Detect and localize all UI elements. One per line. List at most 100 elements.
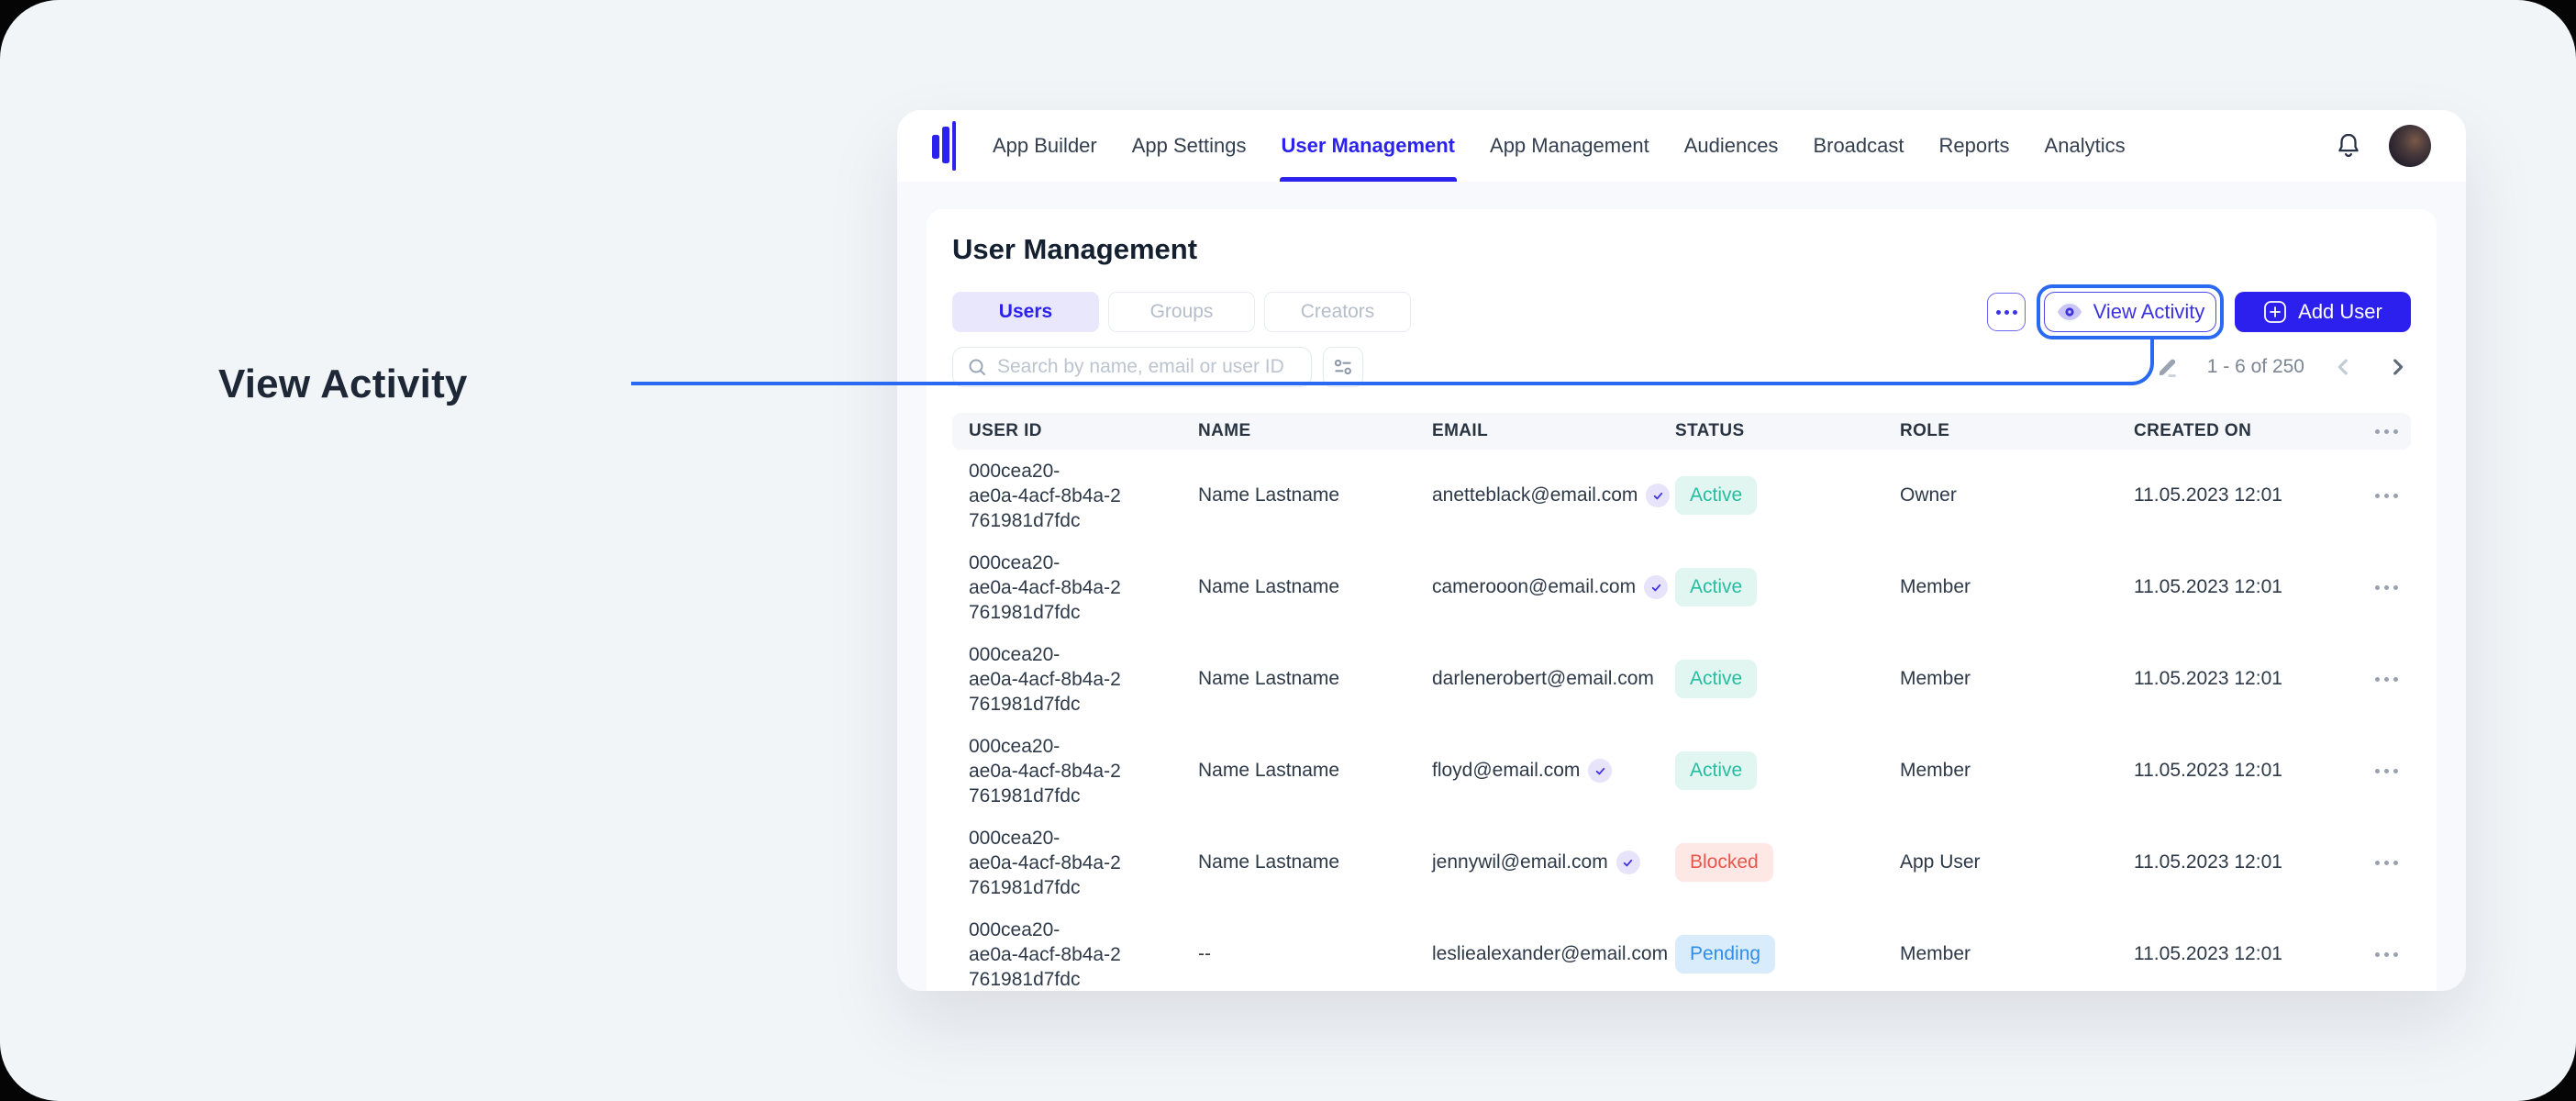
cell-email: camerooon@email.com	[1416, 575, 1669, 599]
tab-users[interactable]: Users	[952, 292, 1099, 332]
app-window: App Builder App Settings User Management…	[897, 110, 2466, 991]
cell-status: Active	[1659, 568, 1883, 606]
tab-creators[interactable]: Creators	[1264, 292, 1411, 332]
user-avatar[interactable]	[2389, 125, 2431, 167]
cell-email: anetteblack@email.com	[1416, 484, 1671, 507]
col-role[interactable]: ROLE	[1900, 421, 1950, 440]
search-row: 1 - 6 of 250	[952, 347, 2411, 387]
col-user-id[interactable]: USER ID	[969, 421, 1042, 440]
cell-created-on: 11.05.2023 12:01	[2134, 668, 2282, 689]
col-status[interactable]: STATUS	[1675, 421, 1745, 440]
table-row[interactable]: 000cea20- ae0a-4acf-8b4a-2 761981d7fdc -…	[952, 908, 2411, 991]
cell-user-id: 000cea20- ae0a-4acf-8b4a-2 761981d7fdc	[969, 918, 1121, 990]
row-more-icon[interactable]	[2373, 672, 2400, 687]
nav-item-analytics[interactable]: Analytics	[2044, 134, 2126, 157]
search-input[interactable]	[997, 356, 1298, 378]
cell-status: Active	[1659, 660, 1883, 698]
nav-item-user-management[interactable]: User Management	[1279, 110, 1457, 182]
pagination: 1 - 6 of 250	[2154, 353, 2411, 381]
view-activity-label: View Activity	[2093, 300, 2205, 323]
cell-user-id: 000cea20- ae0a-4acf-8b4a-2 761981d7fdc	[969, 735, 1121, 806]
table-header: USER ID NAME EMAIL STATUS ROLE CREATED O…	[952, 413, 2411, 450]
row-more-icon[interactable]	[2373, 763, 2400, 779]
users-table: USER ID NAME EMAIL STATUS ROLE CREATED O…	[952, 413, 2411, 991]
search-icon	[969, 359, 985, 375]
top-navigation: App Builder App Settings User Management…	[897, 110, 2466, 182]
cell-created-on: 11.05.2023 12:01	[2134, 760, 2282, 781]
edit-pencil-icon[interactable]	[2154, 353, 2182, 381]
table-row[interactable]: 000cea20- ae0a-4acf-8b4a-2 761981d7fdc N…	[952, 541, 2411, 633]
cell-role: Member	[1900, 943, 1971, 964]
filter-button[interactable]	[1323, 347, 1363, 387]
cell-name: Name Lastname	[1198, 760, 1340, 781]
email-text: floyd@email.com	[1432, 760, 1581, 781]
view-activity-button[interactable]: View Activity	[2037, 284, 2224, 339]
controls-right: View Activity Add User	[1987, 284, 2411, 339]
cell-status: Blocked	[1659, 843, 1883, 882]
col-email[interactable]: EMAIL	[1432, 421, 1489, 440]
cell-user-id: 000cea20- ae0a-4acf-8b4a-2 761981d7fdc	[969, 460, 1121, 531]
nav-item-app-settings[interactable]: App Settings	[1131, 134, 1247, 157]
cell-role: Member	[1900, 668, 1971, 689]
pagination-range: 1 - 6 of 250	[2206, 356, 2304, 377]
annotation-label: View Activity	[218, 361, 468, 406]
cell-created-on: 11.05.2023 12:01	[2134, 851, 2282, 873]
verified-check-icon	[1616, 851, 1640, 874]
cell-role: Owner	[1900, 484, 1957, 506]
cell-status: Pending	[1659, 935, 1883, 973]
app-logo-icon[interactable]	[932, 121, 960, 171]
cell-created-on: 11.05.2023 12:01	[2134, 943, 2282, 964]
cell-name: Name Lastname	[1198, 851, 1340, 873]
email-text: lesliealexander@email.com	[1432, 943, 1669, 964]
nav-item-audiences[interactable]: Audiences	[1683, 134, 1779, 157]
nav-item-reports[interactable]: Reports	[1938, 134, 2010, 157]
cell-name: --	[1198, 943, 1211, 964]
more-actions-button[interactable]	[1987, 293, 2026, 331]
nav-item-app-builder[interactable]: App Builder	[993, 134, 1097, 157]
tab-groups[interactable]: Groups	[1108, 292, 1255, 332]
status-badge: Active	[1675, 660, 1758, 698]
nav-item-broadcast[interactable]: Broadcast	[1813, 134, 1904, 157]
row-more-icon[interactable]	[2373, 855, 2400, 871]
cell-created-on: 11.05.2023 12:01	[2134, 576, 2282, 597]
add-user-button[interactable]: Add User	[2235, 292, 2411, 332]
prev-page-chevron-icon[interactable]	[2330, 353, 2358, 381]
col-created-on[interactable]: CREATED ON	[2134, 421, 2252, 440]
topnav-right	[2332, 125, 2431, 167]
email-text: anetteblack@email.com	[1432, 484, 1638, 506]
cell-email: floyd@email.com	[1416, 759, 1659, 783]
col-name[interactable]: NAME	[1198, 421, 1251, 440]
cell-email: darlenerobert@email.com	[1416, 668, 1659, 690]
row-more-icon[interactable]	[2373, 947, 2400, 962]
table-row[interactable]: 000cea20- ae0a-4acf-8b4a-2 761981d7fdc N…	[952, 817, 2411, 908]
row-more-icon[interactable]	[2373, 580, 2400, 595]
table-row[interactable]: 000cea20- ae0a-4acf-8b4a-2 761981d7fdc N…	[952, 633, 2411, 725]
row-more-icon[interactable]	[2373, 488, 2400, 504]
cell-role: Member	[1900, 760, 1971, 781]
filter-sliders-icon	[1334, 359, 1351, 375]
verified-check-icon	[1646, 484, 1671, 507]
nav-item-app-management[interactable]: App Management	[1490, 134, 1649, 157]
email-text: darlenerobert@email.com	[1432, 668, 1654, 689]
content-card: User Management Users Groups Creators	[927, 209, 2437, 991]
view-tabs: Users Groups Creators	[952, 292, 1411, 332]
header-more-icon[interactable]	[2373, 424, 2400, 439]
status-badge: Blocked	[1675, 843, 1773, 882]
email-text: jennywil@email.com	[1432, 851, 1608, 873]
cell-status: Active	[1659, 476, 1883, 515]
cell-user-id: 000cea20- ae0a-4acf-8b4a-2 761981d7fdc	[969, 827, 1121, 898]
table-row[interactable]: 000cea20- ae0a-4acf-8b4a-2 761981d7fdc N…	[952, 725, 2411, 817]
nav-menu: App Builder App Settings User Management…	[993, 110, 2126, 182]
cell-name: Name Lastname	[1198, 668, 1340, 689]
page-title: User Management	[952, 233, 1198, 265]
cell-user-id: 000cea20- ae0a-4acf-8b4a-2 761981d7fdc	[969, 643, 1121, 715]
table-row[interactable]: 000cea20- ae0a-4acf-8b4a-2 761981d7fdc N…	[952, 450, 2411, 541]
status-badge: Active	[1675, 476, 1758, 515]
cell-created-on: 11.05.2023 12:01	[2134, 484, 2282, 506]
notifications-bell-icon[interactable]	[2332, 129, 2365, 162]
cell-name: Name Lastname	[1198, 484, 1340, 506]
next-page-chevron-icon[interactable]	[2383, 353, 2411, 381]
verified-check-icon	[1644, 575, 1669, 599]
